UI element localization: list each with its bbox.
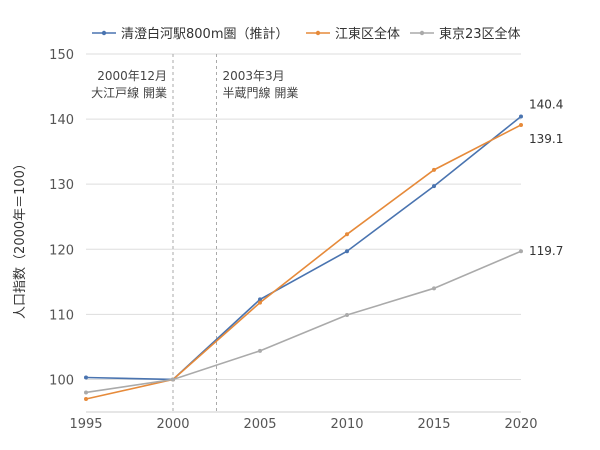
series-line bbox=[85, 124, 522, 400]
annotation-text: 大江戸線 開業 bbox=[91, 85, 167, 100]
x-tick-label: 2000 bbox=[156, 417, 189, 432]
data-point bbox=[519, 122, 523, 127]
y-tick-label: 120 bbox=[49, 243, 74, 258]
y-tick-label: 150 bbox=[49, 48, 74, 63]
event-lines bbox=[172, 54, 217, 412]
end-label: 140.4 bbox=[529, 97, 563, 111]
series-line bbox=[85, 250, 522, 394]
data-point bbox=[519, 114, 523, 119]
legend-marker bbox=[315, 30, 321, 36]
data-point bbox=[519, 249, 523, 254]
series-lines bbox=[84, 114, 523, 401]
legend-marker bbox=[101, 30, 107, 36]
legend-label: 清澄白河駅800m圏（推計） bbox=[121, 26, 288, 42]
data-point bbox=[345, 232, 349, 237]
data-point bbox=[258, 300, 262, 305]
data-point bbox=[84, 396, 88, 401]
legend: 清澄白河駅800m圏（推計） 江東区全体 東京23区全体 bbox=[92, 26, 521, 42]
data-point bbox=[258, 348, 262, 353]
annotation-text: 2000年12月 bbox=[97, 69, 167, 83]
x-tick-label: 2005 bbox=[243, 417, 276, 432]
end-label: 119.7 bbox=[529, 244, 563, 258]
annotation-text: 半蔵門線 開業 bbox=[223, 85, 299, 100]
y-axis-label: 人口指数（2000年＝100） bbox=[13, 157, 28, 319]
x-tick-label: 1995 bbox=[69, 417, 102, 432]
end-label: 139.1 bbox=[529, 132, 563, 146]
data-point bbox=[171, 377, 175, 382]
data-point bbox=[258, 297, 262, 302]
y-tick-label: 110 bbox=[49, 308, 74, 323]
data-point bbox=[84, 375, 88, 380]
legend-marker bbox=[419, 30, 425, 36]
gridlines bbox=[86, 53, 521, 413]
legend-label: 江東区全体 bbox=[335, 26, 400, 42]
data-point bbox=[345, 313, 349, 318]
data-point bbox=[345, 249, 349, 254]
x-tick-label: 2010 bbox=[330, 417, 363, 432]
data-point bbox=[432, 167, 436, 172]
x-axis-ticks: 1995 2000 2005 2010 2015 2020 bbox=[69, 417, 537, 432]
end-labels: 140.4 139.1 119.7 bbox=[529, 97, 563, 258]
data-point bbox=[84, 390, 88, 395]
data-point bbox=[432, 286, 436, 291]
annotation-text: 2003年3月 bbox=[223, 69, 285, 83]
y-axis-ticks: 100 110 120 130 140 150 bbox=[49, 48, 74, 388]
data-point bbox=[432, 184, 436, 189]
series-line bbox=[85, 115, 522, 381]
x-tick-label: 2015 bbox=[417, 417, 450, 432]
x-tick-label: 2020 bbox=[504, 417, 537, 432]
legend-label: 東京23区全体 bbox=[439, 26, 521, 42]
y-tick-label: 130 bbox=[49, 178, 74, 193]
y-tick-label: 100 bbox=[49, 373, 74, 388]
y-tick-label: 140 bbox=[49, 113, 74, 128]
